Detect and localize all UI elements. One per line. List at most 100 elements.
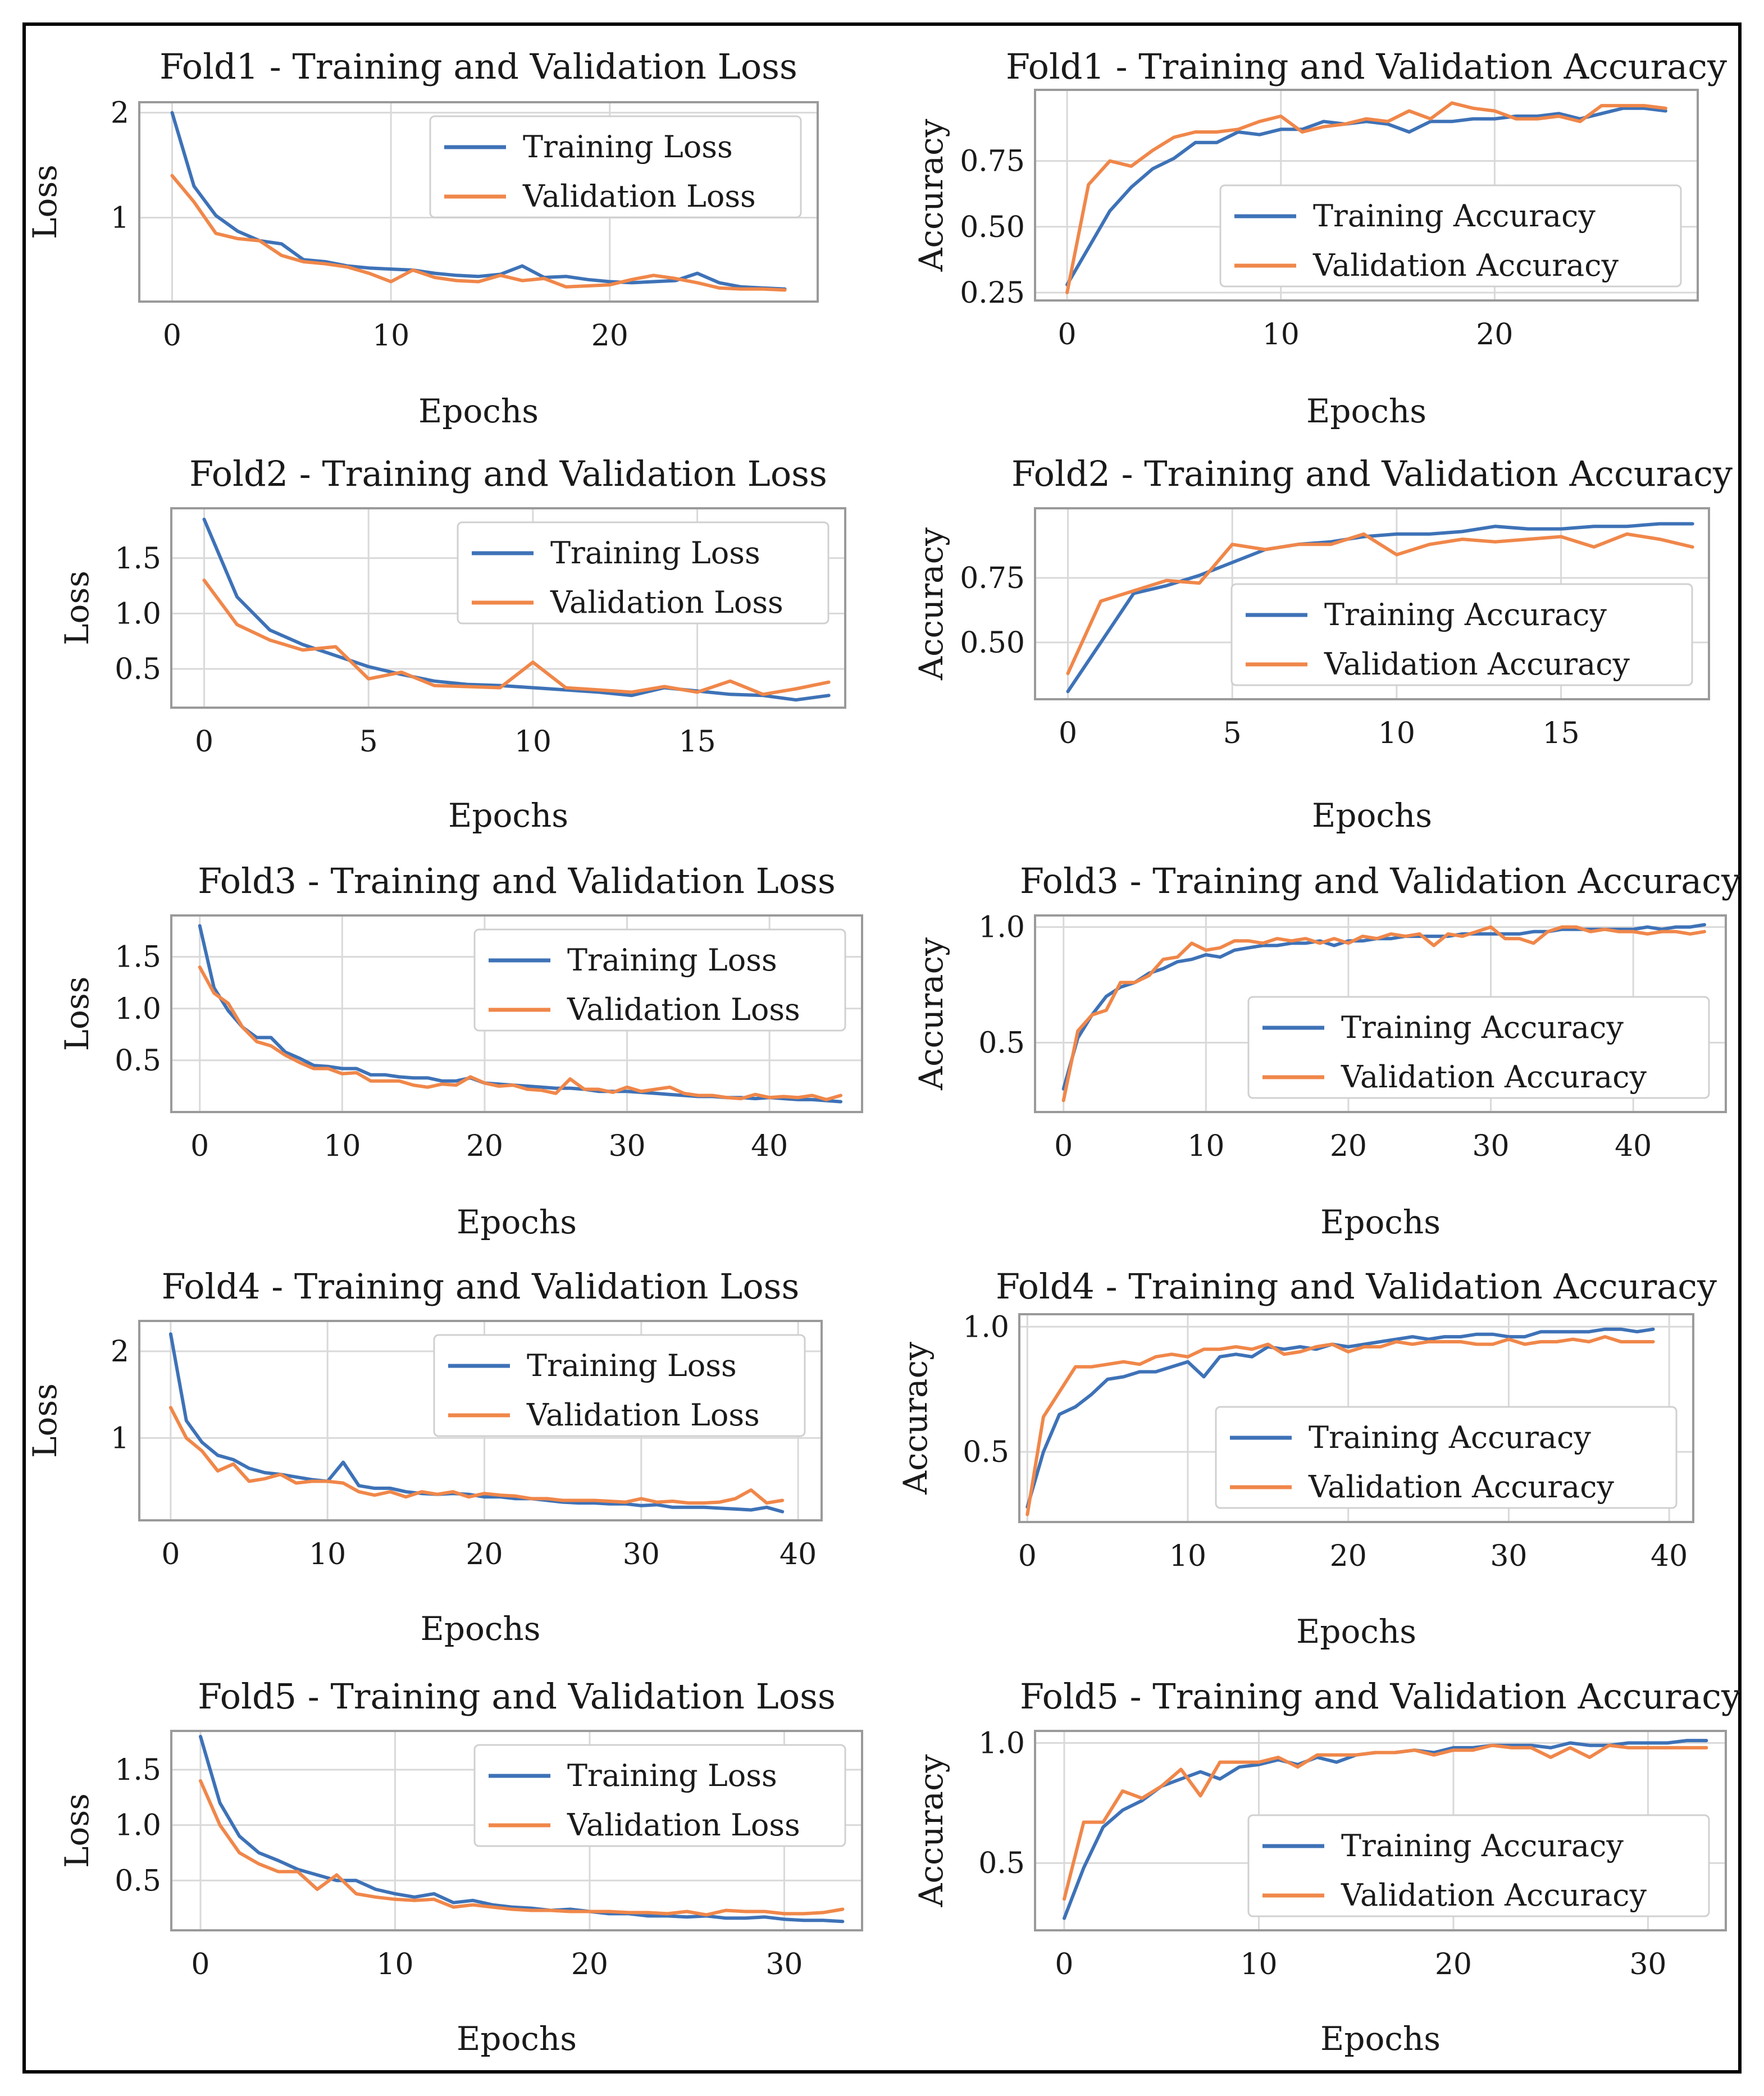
data-point-training: [312, 1064, 316, 1067]
data-point-training: [630, 694, 633, 697]
data-point-training: [1704, 1739, 1708, 1742]
data-point-validation: [198, 965, 202, 969]
data-point-training: [763, 1915, 767, 1919]
data-point-training: [1215, 141, 1219, 144]
data-point-validation: [740, 288, 743, 291]
data-point-training: [232, 1458, 235, 1461]
data-point-validation: [1099, 599, 1102, 603]
chart-title: Fold3 - Training and Validation Accuracy: [1020, 860, 1741, 901]
x-tick-label: 10: [1378, 717, 1415, 750]
legend-label-training: Training Accuracy: [1324, 597, 1607, 632]
data-point-validation: [577, 1499, 580, 1502]
data-point-training: [652, 280, 655, 283]
data-point-training: [226, 1009, 230, 1012]
data-point-validation: [294, 1482, 298, 1485]
data-point-validation: [762, 288, 765, 291]
data-point-validation: [323, 262, 327, 266]
x-tick-label: 0: [1059, 717, 1077, 750]
series-line-validation: [1061, 925, 1706, 1102]
data-point-training: [1090, 1393, 1093, 1396]
data-point-training: [1491, 1333, 1494, 1336]
data-point-validation: [280, 254, 283, 257]
data-point-validation: [1082, 1821, 1086, 1824]
x-tick-label: 40: [1651, 1539, 1688, 1573]
data-point-training: [432, 1892, 436, 1895]
data-point-training: [1365, 120, 1368, 123]
data-point-training: [1361, 939, 1364, 942]
x-tick-label: 20: [1330, 1539, 1367, 1573]
data-point-validation: [373, 1493, 376, 1497]
data-point-validation: [1129, 165, 1133, 168]
data-point-training: [1165, 584, 1168, 587]
data-point-validation: [389, 1490, 392, 1493]
data-point-training: [316, 1873, 319, 1876]
data-point-validation: [1058, 1390, 1061, 1393]
y-tick-label: 0.75: [960, 562, 1025, 595]
data-point-validation: [655, 1501, 659, 1504]
data-point-training: [203, 518, 206, 521]
data-point-validation: [355, 1071, 358, 1074]
data-point-validation: [316, 1888, 319, 1891]
data-point-validation: [257, 1862, 261, 1866]
data-point-validation: [1275, 937, 1279, 940]
y-tick-label: 1.5: [115, 542, 161, 576]
data-point-training: [1237, 130, 1240, 134]
data-point-training: [1279, 127, 1283, 131]
data-point-validation: [1141, 1797, 1144, 1800]
data-point-validation: [1362, 1345, 1366, 1348]
data-point-training: [1362, 1342, 1366, 1346]
data-point-validation: [783, 288, 787, 291]
chart-panel-4: 0 5 10 15 0.50 0.75 Fold2 - Training and Valid…: [912, 453, 1733, 835]
data-point-validation: [782, 1912, 786, 1915]
data-point-validation: [1101, 1821, 1105, 1824]
y-tick-label: 0.50: [960, 626, 1025, 660]
legend-box: [457, 521, 829, 625]
data-point-validation: [521, 279, 524, 282]
x-tick-label: 10: [309, 1538, 346, 1571]
data-point-validation: [335, 1873, 339, 1876]
data-point-validation: [1418, 932, 1421, 936]
data-point-training: [1658, 522, 1661, 526]
data-point-validation: [398, 1079, 401, 1083]
data-point-validation: [212, 991, 216, 995]
data-point-validation: [1510, 1746, 1514, 1749]
chart-title: Fold4 - Training and Validation Accuracy: [996, 1266, 1717, 1307]
x-tick-label: 30: [1629, 1948, 1666, 1981]
data-point-validation: [1121, 1789, 1124, 1793]
legend-box: [1215, 1406, 1678, 1509]
data-point-validation: [1394, 1340, 1398, 1343]
data-point-validation: [1233, 939, 1236, 942]
y-tick-label: 1: [111, 1421, 129, 1455]
data-point-validation: [749, 1488, 753, 1492]
data-point-training: [718, 281, 721, 284]
data-point-validation: [404, 1495, 408, 1498]
data-point-validation: [794, 687, 797, 690]
data-point-training: [1625, 525, 1629, 528]
data-point-validation: [1617, 930, 1621, 933]
data-point-validation: [326, 1480, 329, 1483]
data-point-validation: [568, 1910, 572, 1913]
data-point-validation: [718, 1501, 721, 1504]
data-point-validation: [627, 1911, 630, 1914]
data-point-training: [1261, 944, 1265, 947]
data-point-training: [703, 1506, 706, 1509]
data-point-validation: [1631, 930, 1635, 933]
data-point-training: [369, 1073, 372, 1077]
data-point-validation: [1660, 930, 1663, 933]
data-point-validation: [1507, 1338, 1510, 1341]
chart-title: Fold2 - Training and Validation Loss: [189, 453, 827, 494]
data-point-training: [1219, 955, 1222, 959]
data-point-validation: [1646, 932, 1649, 936]
y-tick-label: 0.5: [978, 1026, 1025, 1060]
data-point-validation: [1282, 1352, 1286, 1356]
data-point-training: [198, 924, 202, 927]
data-point-training: [1233, 949, 1236, 952]
data-point-validation: [1333, 937, 1336, 940]
data-point-training: [1105, 995, 1108, 998]
data-point-validation: [1600, 104, 1603, 107]
data-point-training: [1475, 1333, 1478, 1336]
data-point-training: [393, 1892, 396, 1895]
data-point-training: [301, 643, 304, 646]
data-point-validation: [170, 174, 174, 177]
y-tick-label: 1.0: [115, 992, 161, 1026]
